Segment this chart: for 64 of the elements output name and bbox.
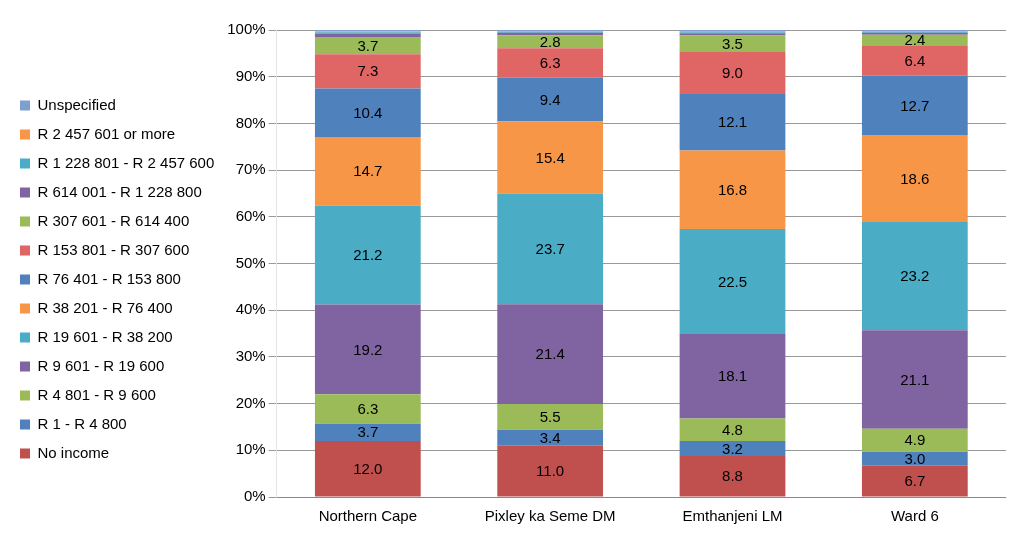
data-label: 2.8	[539, 32, 561, 50]
legend-label: R 1 - R 4 800	[37, 414, 127, 432]
x-tick-label: Northern Cape	[318, 507, 418, 525]
y-tick-label: 20%	[235, 393, 266, 411]
data-label: 21.2	[353, 246, 383, 264]
data-label: 3.4	[539, 428, 561, 446]
x-tick-label: Pixley ka Seme DM	[484, 507, 616, 525]
legend-label: R 38 201 - R 76 400	[37, 298, 173, 316]
legend-label: R 1 228 801 - R 2 457 600	[37, 153, 215, 171]
legend-label: Unspecified	[37, 95, 116, 113]
y-tick-label: 70%	[235, 160, 266, 178]
y-tick-label: 10%	[235, 440, 266, 458]
data-label: 3.7	[357, 423, 379, 441]
data-label: 22.5	[717, 272, 748, 290]
data-label: 6.4	[904, 51, 926, 69]
data-label: 14.7	[353, 162, 383, 180]
data-label: 21.4	[535, 345, 565, 363]
data-label: 23.7	[535, 239, 565, 257]
data-label: 16.8	[717, 180, 748, 198]
data-label: 12.1	[717, 113, 748, 131]
y-tick-label: 100%	[227, 20, 266, 38]
data-label: 19.2	[353, 340, 383, 358]
legend-label: R 153 801 - R 307 600	[37, 240, 190, 258]
data-label: 6.7	[904, 472, 926, 490]
y-tick-label: 90%	[235, 66, 266, 84]
y-tick-label: 30%	[235, 347, 266, 365]
data-label: 23.2	[900, 267, 930, 285]
legend-label: No income	[37, 443, 110, 461]
data-label: 15.4	[535, 148, 565, 166]
data-label: 8.8	[722, 467, 743, 485]
data-label: 7.3	[357, 62, 379, 80]
data-label: 9.4	[539, 90, 561, 108]
y-tick-label: 60%	[235, 206, 266, 224]
data-label: 9.0	[722, 64, 743, 82]
legend-label: R 614 001 - R 1 228 800	[37, 182, 202, 200]
data-label: 18.6	[900, 169, 930, 187]
y-tick-label: 50%	[235, 253, 266, 271]
x-tick-label: Emthanjeni LM	[682, 507, 783, 525]
data-label: 10.4	[353, 103, 383, 121]
data-label: 3.5	[722, 34, 743, 52]
legend-label: R 307 601 - R 614 400	[37, 211, 190, 229]
data-label: 6.3	[357, 400, 379, 418]
data-label: 18.1	[717, 367, 748, 385]
data-label: 4.9	[904, 431, 926, 449]
legend-label: R 4 801 - R 9 600	[37, 385, 156, 403]
data-label: 2.4	[904, 31, 926, 49]
x-tick-label: Ward 6	[890, 507, 939, 525]
data-label: 21.1	[900, 370, 930, 388]
data-label: 12.0	[353, 459, 383, 477]
y-tick-label: 80%	[235, 113, 266, 131]
data-label: 12.7	[900, 96, 930, 114]
data-label: 3.0	[904, 449, 926, 467]
legend-label: R 9 601 - R 19 600	[37, 356, 165, 374]
y-tick-label: 0%	[243, 487, 266, 505]
data-label: 11.0	[536, 462, 565, 480]
data-label: 5.5	[539, 408, 561, 426]
data-label: 3.2	[722, 439, 743, 457]
legend-label: R 19 601 - R 38 200	[37, 327, 173, 345]
legend-label: R 76 401 - R 153 800	[37, 269, 181, 287]
y-tick-label: 40%	[235, 300, 266, 318]
data-label: 4.8	[722, 420, 743, 438]
legend-label: R 2 457 601 or more	[37, 124, 176, 142]
data-label: 6.3	[539, 54, 561, 72]
data-label: 3.7	[357, 36, 379, 54]
